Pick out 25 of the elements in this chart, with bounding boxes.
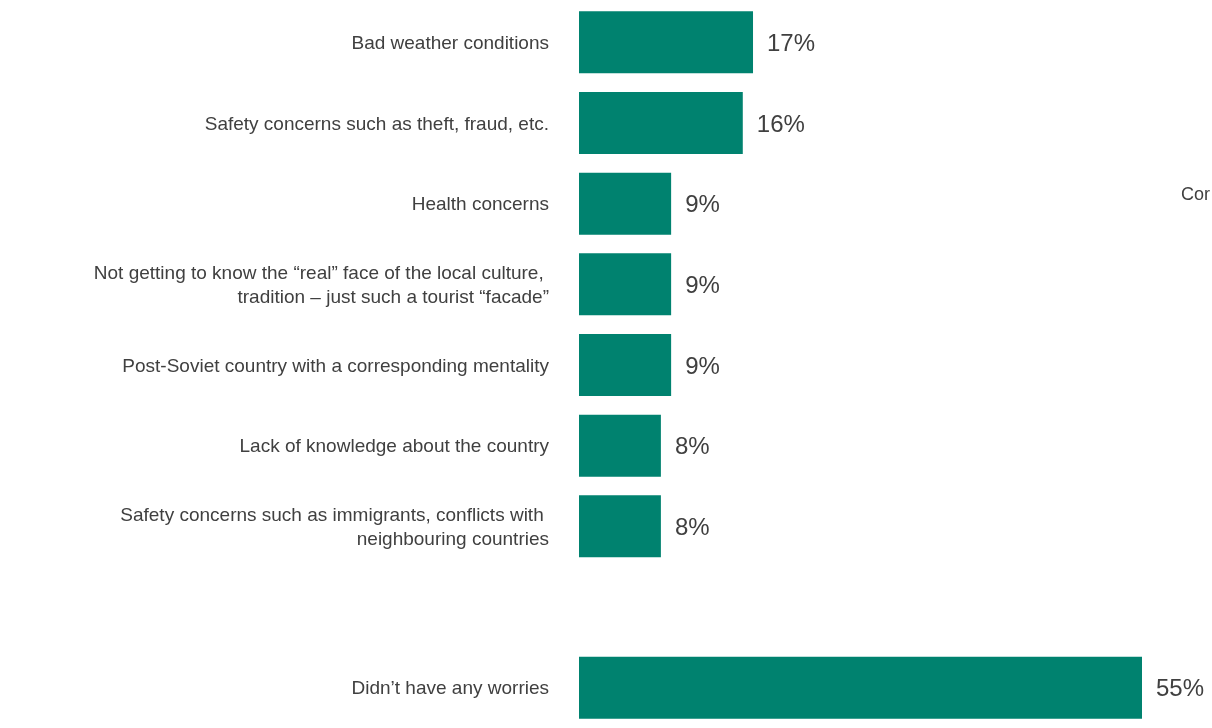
y-tick-label: Safety concerns such as theft, fraud, etc. (204, 112, 549, 134)
data-label: 9% (685, 190, 720, 218)
y-tick-label: Health concerns (411, 193, 549, 215)
bar (579, 495, 661, 558)
data-label: 55% (1156, 674, 1205, 702)
data-label: 8% (674, 432, 710, 460)
bar (579, 414, 661, 477)
data-label: 16% (756, 109, 805, 137)
y-tick-label: Didn’t have any worries (351, 677, 549, 699)
bar (579, 253, 672, 316)
y-tick-label: Lack of knowledge about the country (239, 435, 550, 457)
bar (579, 334, 672, 396)
bar (579, 172, 672, 235)
bar (579, 11, 754, 74)
y-tick-label: Bad weather conditions (351, 31, 549, 53)
text: Cor (1181, 184, 1211, 204)
bar (579, 656, 1142, 719)
y-tick-label: Not getting to know the “real” face of the local culture, tradition – just such a tourist “facade” (93, 261, 549, 307)
data-label: 9% (685, 270, 720, 298)
y-tick-label: Post-Soviet country with a corresponding mentality (122, 354, 550, 376)
data-label: 17% (767, 28, 816, 56)
data-label: 8% (674, 512, 710, 540)
y-tick-label: Safety concerns such as immigrants, conflicts with neighbouring countries (120, 503, 549, 549)
bar (579, 92, 743, 154)
data-label: 9% (685, 351, 720, 379)
